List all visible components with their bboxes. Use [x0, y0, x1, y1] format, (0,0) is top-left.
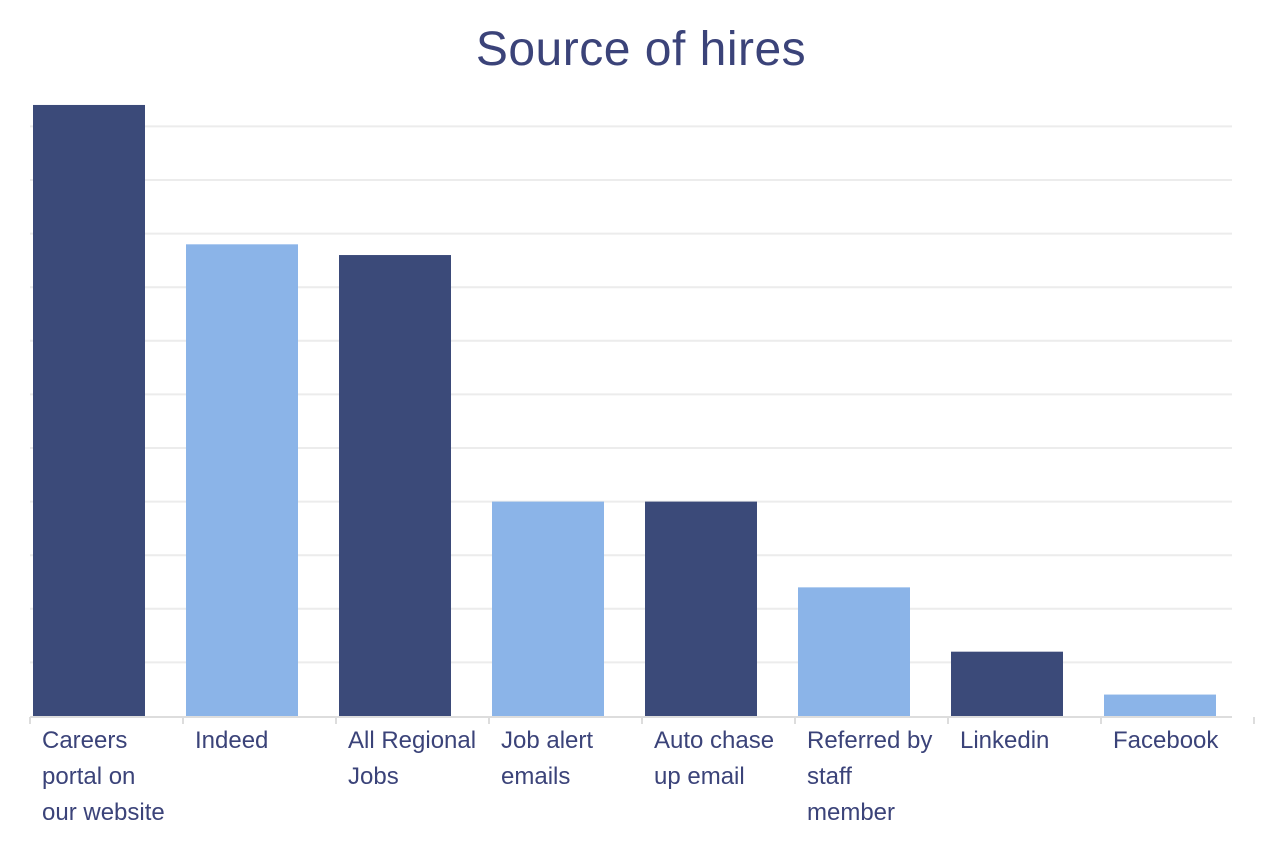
x-tick-label: All Regional Jobs — [348, 727, 476, 790]
bar-0 — [33, 104, 145, 716]
bar-1 — [186, 244, 298, 716]
x-axis — [29, 716, 1255, 724]
x-tick-label: Facebook — [1113, 727, 1219, 754]
x-tick-label: Linkedin — [960, 727, 1049, 754]
bar-7 — [1104, 694, 1216, 716]
x-tick-label: Referred by staff member — [807, 727, 932, 826]
bars — [33, 104, 1216, 717]
bar-2 — [339, 255, 451, 717]
x-tick-label: Indeed — [195, 727, 268, 754]
x-tick-label: Job alert emails — [501, 727, 593, 790]
bar-6 — [951, 651, 1063, 716]
bar-5 — [798, 587, 910, 716]
chart-title: Source of hires — [475, 23, 807, 76]
bar-4 — [645, 501, 757, 716]
bar-3 — [492, 501, 604, 716]
x-tick-label: Careers portal on our website — [42, 727, 165, 826]
category-labels: Careers portal on our website Indeed All Reg… — [42, 727, 1219, 826]
x-tick-label: Auto chase up email — [654, 727, 774, 790]
